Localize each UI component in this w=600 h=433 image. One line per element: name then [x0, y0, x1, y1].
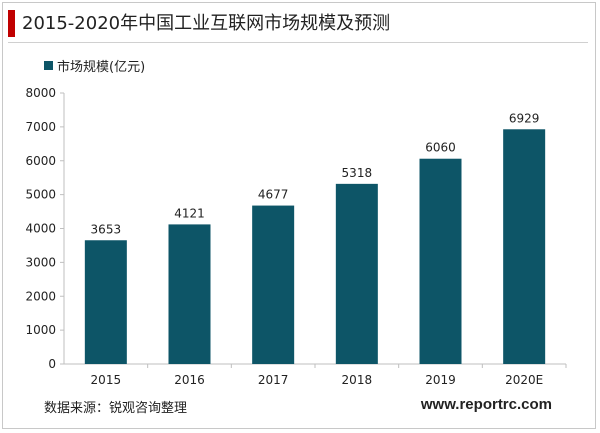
data-label: 6929 — [509, 111, 540, 125]
x-tick-label: 2016 — [174, 373, 205, 387]
y-tick-label: 3000 — [25, 255, 56, 269]
y-tick-label: 2000 — [25, 289, 56, 303]
title-accent-bar — [8, 10, 15, 37]
y-tick-label: 7000 — [25, 120, 56, 134]
chart-title: 2015-2020年中国工业互联网市场规模及预测 — [22, 13, 391, 34]
title-divider — [8, 42, 588, 43]
bar-2016 — [168, 224, 211, 364]
bar-2019 — [419, 158, 462, 364]
data-label: 4121 — [174, 206, 205, 220]
y-tick-label: 5000 — [25, 188, 56, 202]
bar-2020E — [503, 129, 546, 364]
bar-2015 — [84, 240, 127, 364]
website-url: www.reportrc.com — [420, 396, 552, 413]
legend-label: 市场规模(亿元) — [57, 60, 146, 75]
legend: 市场规模(亿元) — [44, 56, 145, 75]
bar-2018 — [335, 183, 378, 364]
y-tick-label: 6000 — [25, 154, 56, 168]
y-tick-label: 8000 — [25, 86, 56, 100]
x-tick-label: 2018 — [342, 373, 373, 387]
y-tick-label: 4000 — [25, 222, 56, 236]
data-label: 6060 — [425, 141, 456, 155]
x-tick-label: 2017 — [258, 373, 289, 387]
x-tick-label: 2020E — [505, 373, 543, 387]
x-tick-label: 2019 — [425, 373, 456, 387]
data-label: 5318 — [342, 166, 373, 180]
bar-2017 — [252, 205, 295, 364]
legend-swatch — [44, 61, 53, 70]
data-label: 4677 — [258, 188, 289, 202]
data-label: 3653 — [91, 222, 122, 236]
y-tick-label: 1000 — [25, 323, 56, 337]
x-tick-label: 2015 — [91, 373, 122, 387]
y-tick-label: 0 — [48, 357, 56, 371]
source-note: 数据来源：锐观咨询整理 — [44, 401, 188, 416]
